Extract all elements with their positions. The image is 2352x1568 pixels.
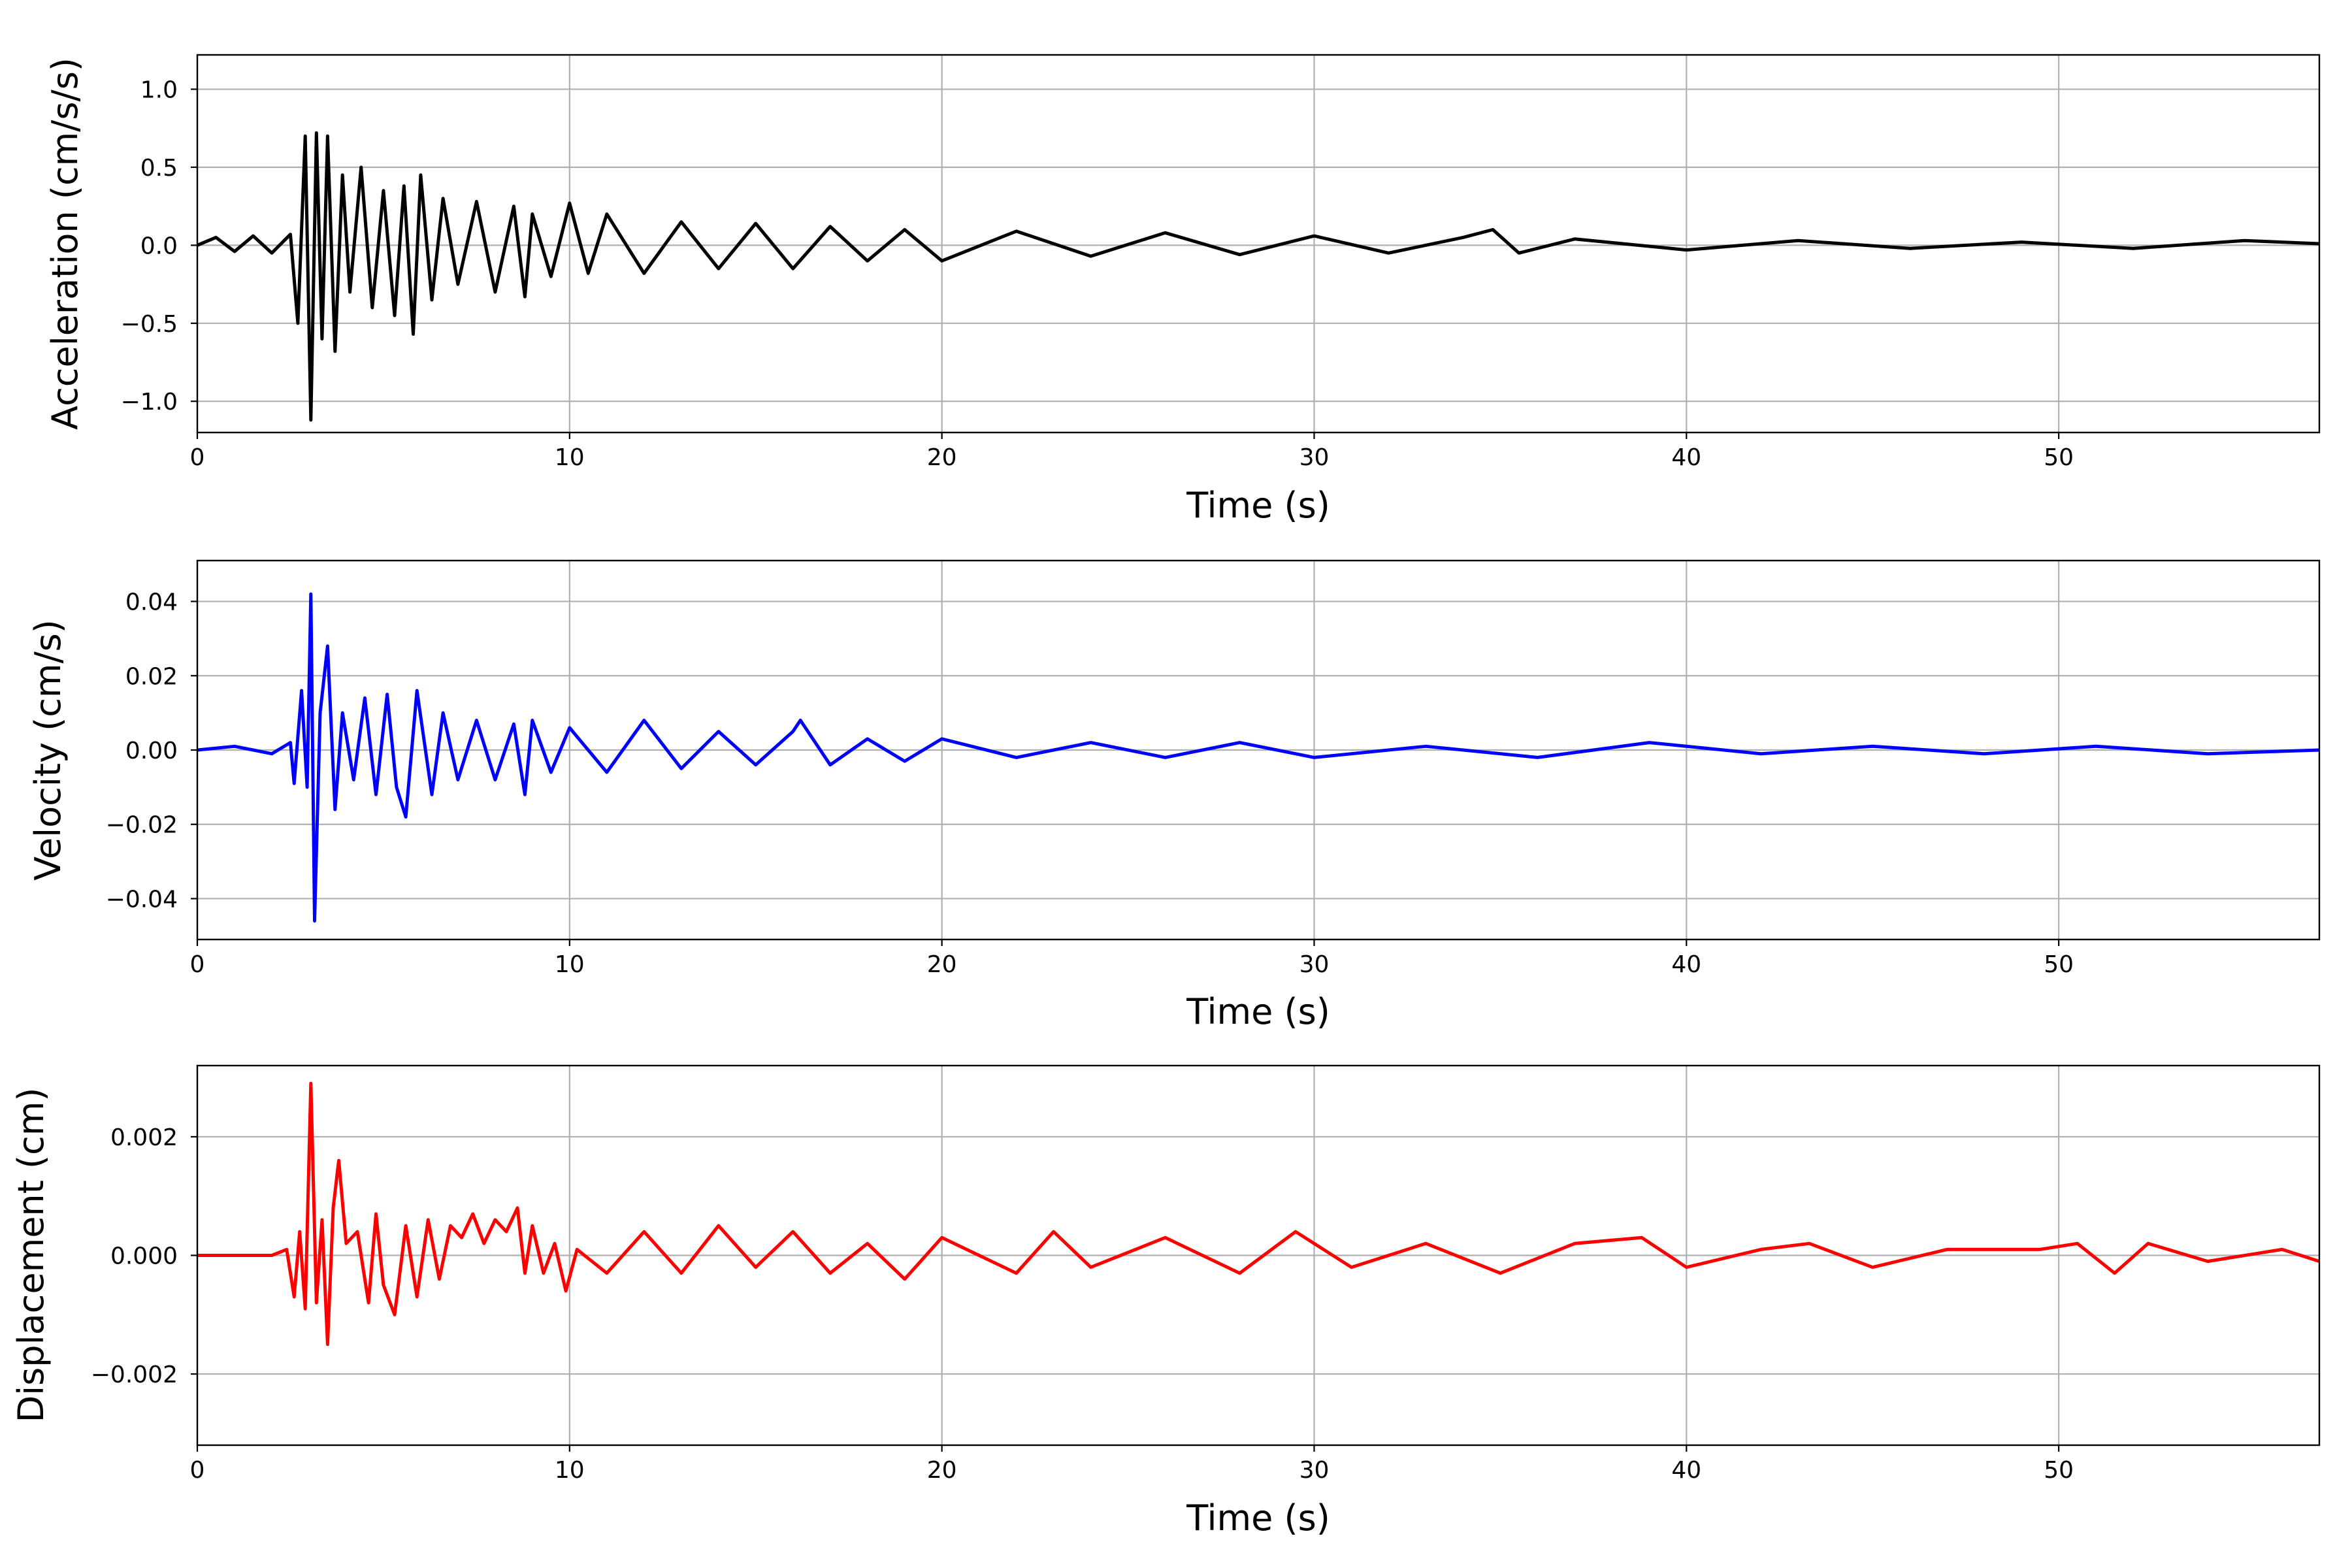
velocity-x-tick-label: 50 — [2044, 951, 2074, 978]
acceleration-panel: 0 10 20 30 40 50 1.0 0.5 0.0 −0.5 −1.0 Time (s) Ac… — [44, 54, 2321, 526]
acceleration-y-tick-label: 1.0 — [140, 77, 178, 104]
acceleration-series — [197, 131, 2319, 422]
velocity-y-tick-label: 0.00 — [125, 738, 178, 764]
acceleration-x-tick-label: 30 — [1299, 444, 1330, 471]
displacement-y-tick-label: 0.002 — [110, 1124, 178, 1151]
acceleration-y-tick-label: −0.5 — [121, 311, 178, 338]
displacement-y-tick-label: 0.000 — [110, 1243, 178, 1270]
acceleration-x-axis-label: Time (s) — [1186, 485, 1330, 526]
velocity-panel: 0 10 20 30 40 50 0.04 0.02 0.00 −0.02 −0.04 Time (… — [27, 559, 2321, 1032]
displacement-ticks: 0 10 20 30 40 50 0.002 0.000 −0.002 — [91, 1124, 2074, 1484]
acceleration-y-tick-label: 0.5 — [140, 155, 178, 182]
displacement-x-tick-label: 30 — [1299, 1457, 1330, 1484]
displacement-y-axis-label: Displacement (cm) — [10, 1088, 52, 1423]
velocity-grid — [196, 561, 2319, 939]
acceleration-series-line — [197, 131, 2319, 422]
acceleration-x-tick-label: 10 — [555, 444, 585, 471]
acceleration-grid — [196, 55, 2319, 433]
velocity-y-axis-label: Velocity (cm/s) — [27, 619, 69, 881]
displacement-y-tick-label: −0.002 — [91, 1362, 178, 1388]
acceleration-x-tick-label: 20 — [927, 444, 957, 471]
displacement-x-tick-label: 40 — [1671, 1457, 1701, 1484]
displacement-panel: 0 10 20 30 40 50 0.002 0.000 −0.002 Time (s) Dis… — [10, 1064, 2321, 1539]
velocity-y-tick-label: −0.04 — [106, 886, 178, 913]
acceleration-x-tick-label: 0 — [190, 444, 205, 471]
velocity-y-tick-label: 0.02 — [125, 663, 178, 690]
displacement-x-tick-label: 20 — [927, 1457, 957, 1484]
velocity-x-tick-label: 10 — [555, 951, 585, 978]
acceleration-ticks: 0 10 20 30 40 50 1.0 0.5 0.0 −0.5 −1.0 — [121, 77, 2074, 471]
velocity-series — [197, 592, 2319, 923]
velocity-y-tick-label: −0.02 — [106, 812, 178, 839]
velocity-x-axis-label: Time (s) — [1186, 991, 1330, 1032]
velocity-x-tick-label: 40 — [1671, 951, 1701, 978]
velocity-ticks: 0 10 20 30 40 50 0.04 0.02 0.00 −0.02 −0.04 — [106, 589, 2074, 978]
velocity-x-tick-label: 0 — [190, 951, 205, 978]
velocity-x-tick-label: 30 — [1299, 951, 1330, 978]
displacement-series-line — [197, 1081, 2319, 1347]
velocity-x-tick-label: 20 — [927, 951, 957, 978]
velocity-series-line — [197, 592, 2319, 923]
displacement-series — [197, 1081, 2319, 1347]
acceleration-y-axis-label: Acceleration (cm/s/s) — [44, 57, 86, 430]
velocity-y-tick-label: 0.04 — [125, 589, 178, 616]
acceleration-x-tick-label: 50 — [2044, 444, 2074, 471]
acceleration-y-tick-label: −1.0 — [121, 389, 178, 416]
acceleration-y-tick-label: 0.0 — [140, 233, 178, 259]
acceleration-x-tick-label: 40 — [1671, 444, 1701, 471]
displacement-x-axis-label: Time (s) — [1186, 1497, 1330, 1539]
displacement-x-tick-label: 50 — [2044, 1457, 2074, 1484]
displacement-x-tick-label: 10 — [555, 1457, 585, 1484]
acceleration-axes-frame — [196, 54, 2321, 434]
displacement-x-tick-label: 0 — [190, 1457, 205, 1484]
